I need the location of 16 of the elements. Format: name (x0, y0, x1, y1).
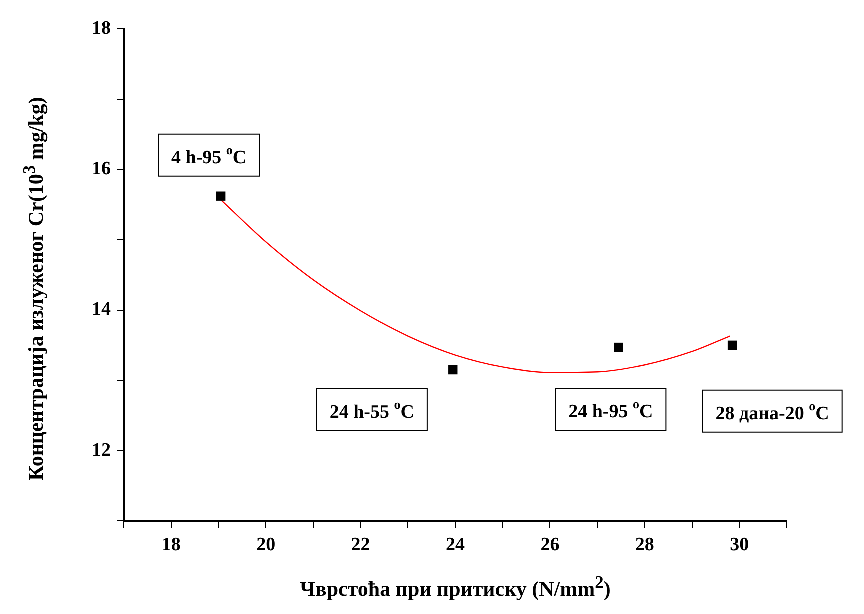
y-tick-label: 12 (92, 440, 111, 461)
y-tick-label: 18 (92, 18, 111, 39)
x-tick-label: 22 (351, 534, 370, 556)
point (728, 340, 738, 350)
y-tick-label: 14 (92, 299, 112, 320)
x-tick-label: 30 (730, 534, 750, 556)
x-tick-label: 20 (256, 534, 276, 556)
x-tick-label: 26 (540, 534, 560, 556)
point (448, 365, 458, 375)
x-tick-label: 24 (446, 534, 466, 556)
x-tick-label: 18 (162, 534, 181, 556)
point (216, 192, 226, 201)
y-tick-label: 16 (92, 158, 111, 180)
point (614, 342, 624, 352)
x-axis-title: Чврстоћа при притиску (N/mm$^{2}$) (299, 572, 612, 602)
x-tick-label: 28 (635, 534, 654, 556)
